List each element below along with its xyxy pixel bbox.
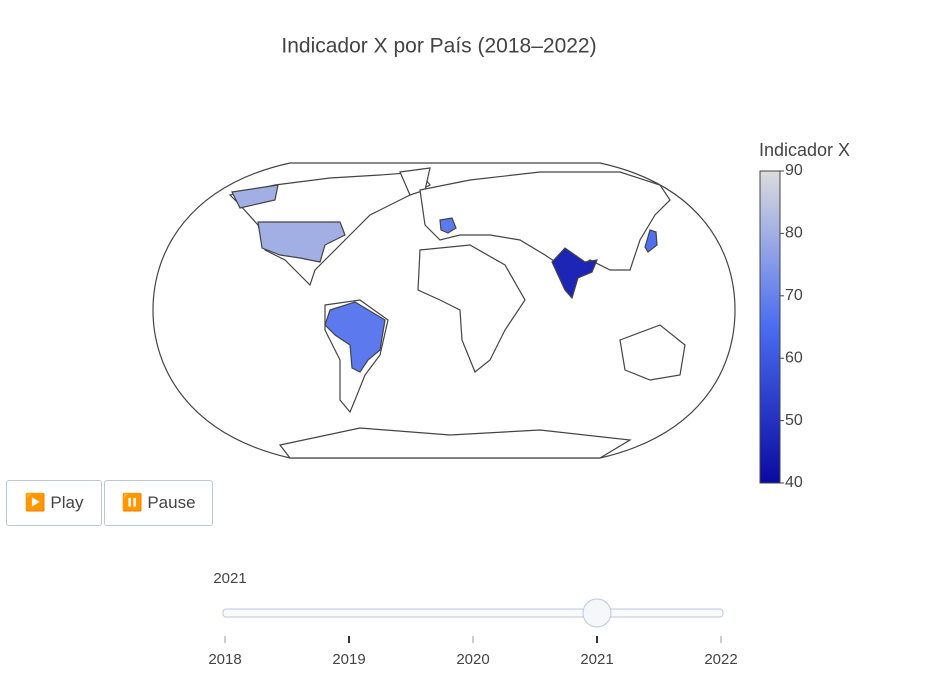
- land: [417, 244, 526, 373]
- country: [439, 217, 457, 234]
- colorbar-tick-label: 50: [785, 412, 803, 429]
- land: [419, 171, 671, 271]
- colorbar-tick-label: 40: [785, 474, 803, 491]
- colorbar-title: Indicador X: [759, 140, 850, 160]
- countries: [231, 184, 658, 373]
- slider-step-label: 2019: [332, 651, 365, 668]
- country: [231, 184, 346, 263]
- country: [324, 301, 386, 373]
- colorbar-tick-label: 70: [785, 287, 803, 304]
- slider-step-label: 2020: [456, 651, 489, 668]
- slider-step-label: 2022: [704, 651, 737, 668]
- slider-steps: 2018 2019 2020 2021 2022: [208, 598, 738, 668]
- colorbar-tick-label: 80: [785, 225, 803, 242]
- play-button[interactable]: ▶️ Play: [6, 480, 102, 526]
- slider-track[interactable]: [222, 608, 724, 618]
- colorbar: [759, 170, 781, 484]
- land: [619, 324, 686, 381]
- colorbar-tick-label: 90: [785, 162, 803, 179]
- slider-current: 2021: [213, 570, 246, 587]
- colorbar-tick-label: 60: [785, 349, 803, 366]
- slider-step-label: 2021: [580, 651, 613, 668]
- slider-step-label: 2018: [208, 651, 241, 668]
- colorbar-ticks: 40 50 60 70 80 90: [780, 162, 803, 491]
- country: [644, 229, 658, 253]
- chart-title: Indicador X por País (2018–2022): [281, 35, 596, 58]
- land: [278, 427, 632, 459]
- country: [551, 247, 598, 300]
- slider-handle[interactable]: [582, 598, 612, 628]
- pause-button[interactable]: ⏸️ Pause: [104, 480, 213, 526]
